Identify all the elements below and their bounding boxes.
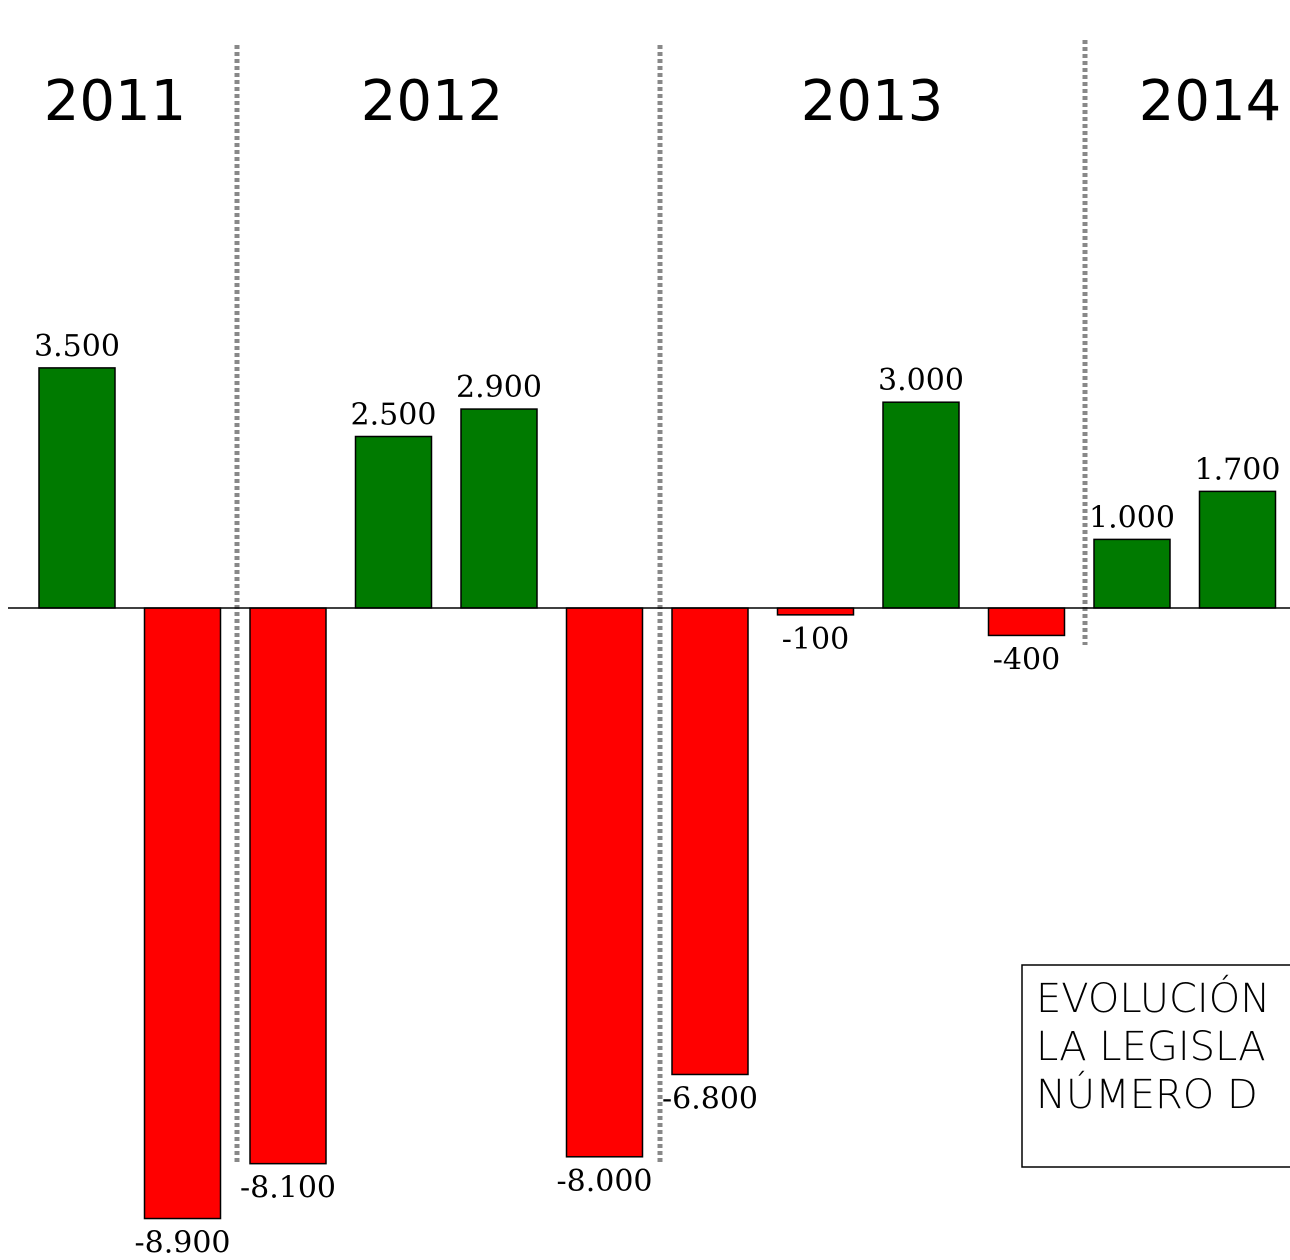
bar [38, 367, 116, 609]
note-line: LA LEGISLA [1036, 1024, 1266, 1070]
note-box [1021, 964, 1290, 1168]
note-line: NÚMERO D [1036, 1070, 1258, 1118]
value-label: 2.900 [456, 370, 542, 405]
bar [1093, 538, 1171, 609]
value-label: -8.000 [556, 1164, 652, 1199]
bar [143, 607, 222, 1220]
bar [776, 607, 855, 616]
value-label: -100 [782, 622, 849, 657]
bar [354, 435, 433, 609]
value-label: -8.100 [240, 1171, 336, 1206]
bar [249, 607, 327, 1165]
value-label: 1.000 [1089, 500, 1175, 535]
value-label: 3.500 [34, 329, 120, 364]
value-label: -400 [993, 642, 1060, 677]
value-label: 3.000 [878, 363, 964, 398]
year-label: 2012 [361, 69, 504, 134]
note-line: EVOLUCIÓN [1036, 974, 1270, 1022]
value-label: 2.500 [351, 398, 437, 433]
year-label: 2011 [44, 69, 187, 134]
value-label: -8.900 [134, 1226, 230, 1260]
value-label: -6.800 [662, 1081, 758, 1116]
year-label: 2014 [1139, 69, 1282, 134]
bar [671, 607, 749, 1076]
bar [565, 607, 644, 1158]
bar [1198, 490, 1277, 609]
value-label: 1.700 [1195, 452, 1281, 487]
bar [882, 401, 960, 609]
bar [987, 607, 1066, 637]
year-label: 2013 [801, 69, 944, 134]
bar [460, 408, 538, 609]
